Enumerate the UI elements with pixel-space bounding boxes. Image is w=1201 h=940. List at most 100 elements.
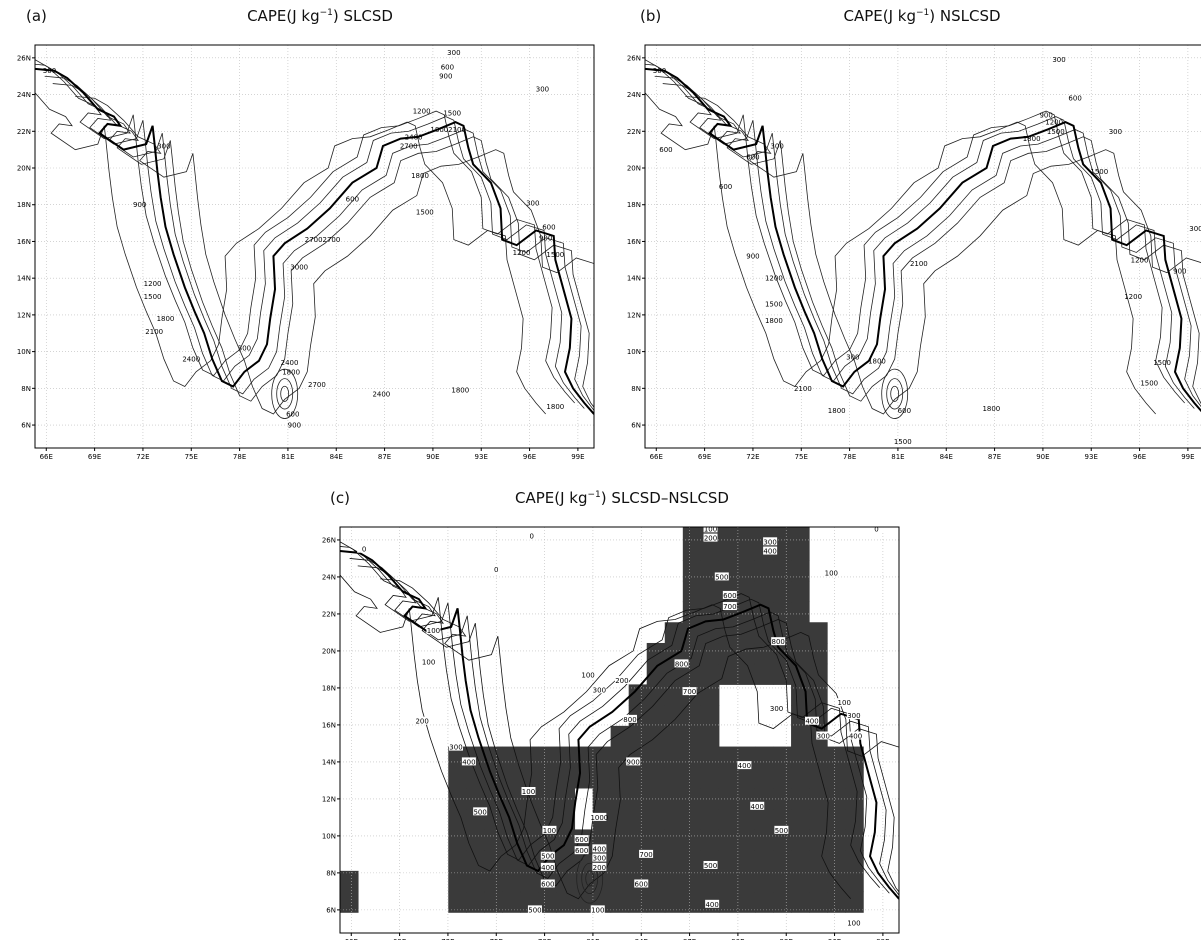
contour-label-box [703,527,718,533]
significance-cell [448,891,467,913]
significance-cell [791,642,810,665]
contour-label-box [824,568,839,577]
significance-cell [628,787,648,810]
contour-label: 300 [449,744,462,752]
significance-cell [610,891,630,913]
significance-cell [736,601,756,623]
significance-cell [682,560,702,582]
significance-cell [574,746,594,768]
contour-label-box [461,757,476,766]
title-superscript: −1 [588,490,601,500]
contour-label: 600 [659,146,672,154]
x-tick-label: 96E [523,453,536,461]
x-tick-label: 96E [828,938,841,940]
panel-label: (b) [640,7,661,25]
significance-cell [502,829,521,851]
significance-cell [664,663,684,685]
significance-cell [700,787,720,810]
contour-label: 500 [704,862,717,870]
contour-label: 400 [462,758,475,766]
contour-line [645,59,1185,404]
contour-label: 1800 [546,403,564,411]
significance-cell [791,870,810,893]
contour-label: 900 [1039,111,1052,119]
significance-cell [520,808,539,830]
significance-cell [791,539,810,561]
title-superscript: −1 [320,8,333,18]
contour-label: 900 [746,253,759,261]
contour-line [890,385,900,402]
significance-cell [574,891,594,913]
contour-label: 0 [362,546,366,554]
contour-label: 300 [157,142,170,150]
significance-cell [754,829,774,851]
contour-label: 700 [683,688,696,696]
y-tick-label: 8N [631,385,641,393]
contour-label: 600 [723,592,736,600]
significance-cell [791,850,810,872]
x-tick-label: 87E [378,453,391,461]
contour-line [380,578,899,900]
contour-line [276,378,294,410]
contour-label-box [769,703,784,712]
contour-label: 1200 [765,275,783,283]
significance-cell [664,622,684,644]
contour-label-box [737,761,752,770]
contour-label-box [674,659,689,668]
significance-cell [610,767,630,789]
significance-cell [682,787,702,810]
significance-cell [718,767,738,789]
significance-cell [736,663,756,685]
x-tick-label: 99E [876,938,889,940]
contour-label-box [805,716,820,725]
y-tick-label: 16N [627,238,641,246]
contour-label-box [750,801,765,810]
significance-cell [809,808,828,830]
contour-line [886,378,904,410]
significance-cell [664,891,684,913]
contour-label: 300 [770,705,783,713]
significance-cell [610,746,630,768]
significance-cell [610,808,630,830]
significance-cell [845,829,864,851]
contour-line [576,853,604,904]
x-tick-label: 81E [891,453,904,461]
significance-cell [628,808,648,830]
significance-cell [754,663,774,685]
y-tick-label: 20N [322,647,336,655]
contour-label-box [592,853,607,862]
significance-cell [556,891,576,913]
significance-cell [610,850,630,872]
x-tick-label: 75E [185,453,198,461]
contour-label: 600 [575,847,588,855]
contour-label: 1500 [1140,379,1158,387]
contour-label: 1800 [982,405,1000,413]
significance-cell [791,787,810,810]
significance-cell [502,850,521,872]
y-tick-label: 6N [631,422,641,430]
significance-cell [592,767,612,789]
contour-line [645,63,1195,409]
contour-label-box [524,531,539,540]
x-tick-label: 78E [233,453,246,461]
significance-cell [736,870,756,893]
contour-label-box [705,899,720,908]
significance-cell [628,767,648,789]
significance-cell [664,725,684,748]
contour-label: 100 [847,919,860,927]
significance-cell [827,808,846,830]
contour-label-box [574,846,589,855]
contour-label: 300 [238,344,251,352]
significance-cell [664,829,684,851]
coastline [35,67,594,415]
contour-label-box [527,905,542,914]
contour-label-box [574,835,589,844]
significance-cell [556,787,576,810]
x-tick-label: 84E [940,453,953,461]
significance-cell [718,663,738,685]
contour-label: 0 [529,533,533,541]
significance-cell [718,539,738,561]
contour-label: 2100 [794,385,812,393]
